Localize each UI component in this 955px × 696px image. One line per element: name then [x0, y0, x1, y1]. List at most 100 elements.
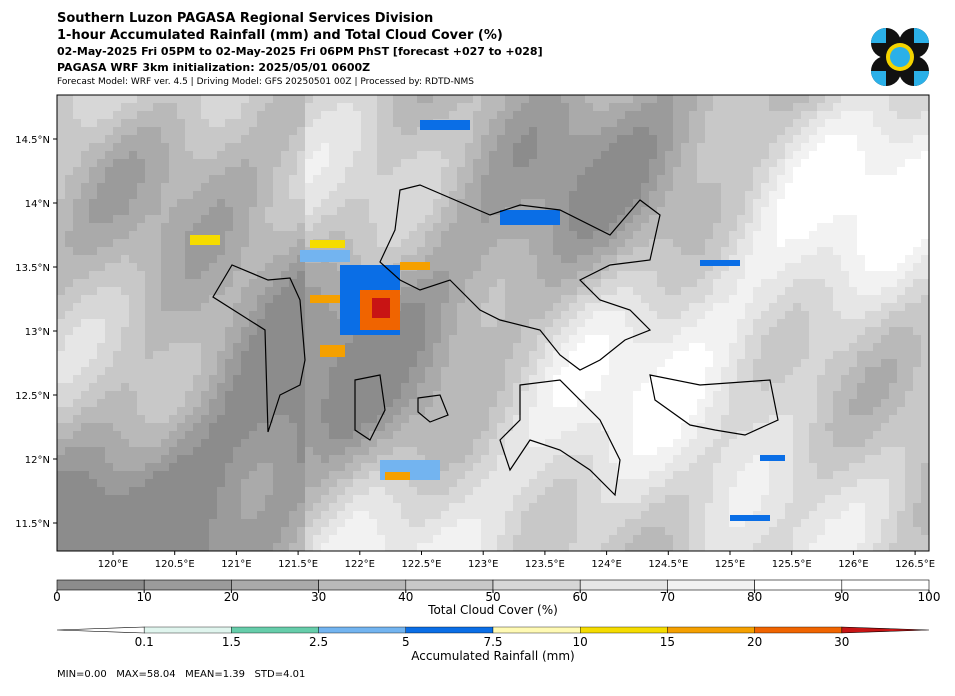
cloud-cell	[457, 207, 465, 215]
cloud-cell	[145, 407, 153, 415]
cloud-cell	[329, 439, 337, 447]
cloud-cell	[393, 335, 401, 343]
cloud-cell	[361, 511, 369, 519]
cloud-cell	[529, 135, 537, 143]
cloud-cell	[201, 295, 209, 303]
cloud-cell	[385, 431, 393, 439]
cloud-cell	[729, 175, 737, 183]
cloud-cell	[113, 439, 121, 447]
cloud-cell	[465, 487, 473, 495]
cloud-cell	[121, 231, 129, 239]
cloud-cell	[681, 167, 689, 175]
cloud-cell	[89, 247, 97, 255]
cloud-cell	[385, 527, 393, 535]
cloud-cell	[665, 359, 673, 367]
cloud-cell	[441, 391, 449, 399]
cloud-cell	[305, 311, 313, 319]
cloud-cell	[633, 239, 641, 247]
cloud-cell	[497, 111, 505, 119]
cloud-cell	[457, 463, 465, 471]
cloud-cell	[657, 495, 665, 503]
cloud-cell	[297, 319, 305, 327]
cloud-cell	[225, 207, 233, 215]
cloud-cell	[129, 343, 137, 351]
cloud-cell	[641, 95, 649, 103]
cloud-cell	[569, 119, 577, 127]
cloud-cell	[617, 471, 625, 479]
cloud-cell	[697, 335, 705, 343]
cloud-cell	[705, 119, 713, 127]
cloud-cell	[153, 175, 161, 183]
cloud-cell	[305, 391, 313, 399]
cloud-cell	[393, 183, 401, 191]
cloud-cell	[577, 175, 585, 183]
cloud-cell	[465, 223, 473, 231]
cloud-cell	[329, 215, 337, 223]
cloud-cell	[529, 303, 537, 311]
cloud-cell	[73, 207, 81, 215]
cloud-cell	[377, 455, 385, 463]
cloud-cell	[385, 375, 393, 383]
cloud-cell	[345, 95, 353, 103]
cloud-cell	[657, 511, 665, 519]
cloud-cell	[297, 431, 305, 439]
cloud-cell	[465, 391, 473, 399]
cloud-cell	[321, 415, 329, 423]
cloud-cell	[665, 415, 673, 423]
cloud-cell	[193, 295, 201, 303]
cloud-cell	[209, 287, 217, 295]
cloud-cell	[329, 95, 337, 103]
cloud-cell	[121, 215, 129, 223]
cloud-cell	[369, 351, 377, 359]
cloud-cell	[129, 207, 137, 215]
cloud-cell	[393, 239, 401, 247]
cloud-cell	[273, 375, 281, 383]
cloud-cell	[289, 495, 297, 503]
cloud-cell	[281, 199, 289, 207]
cloud-cell	[649, 287, 657, 295]
cloud-cell	[649, 391, 657, 399]
cloud-cell	[529, 199, 537, 207]
cloud-cell	[241, 175, 249, 183]
cloud-cell	[585, 175, 593, 183]
cloud-cell	[641, 463, 649, 471]
cloud-cell	[65, 287, 73, 295]
cloud-cell	[481, 343, 489, 351]
cloud-cell	[449, 183, 457, 191]
cloud-cell	[105, 447, 113, 455]
cloud-cell	[729, 311, 737, 319]
cloud-cell	[217, 191, 225, 199]
cloud-cell	[209, 535, 217, 543]
cloud-cell	[81, 519, 89, 527]
cloud-cell	[721, 239, 729, 247]
cloud-cell	[529, 407, 537, 415]
cloud-cell	[153, 279, 161, 287]
cloud-cell	[105, 191, 113, 199]
cloud-cell	[369, 159, 377, 167]
cloud-cell	[745, 319, 753, 327]
cloud-cell	[329, 527, 337, 535]
cloud-cell	[609, 351, 617, 359]
cloud-cell	[393, 543, 401, 551]
cloud-cell	[513, 503, 521, 511]
cloud-cell	[553, 143, 561, 151]
cloud-cell	[177, 367, 185, 375]
cloud-cell	[305, 463, 313, 471]
cloud-cell	[441, 191, 449, 199]
cloud-cell	[513, 223, 521, 231]
cloud-cell	[713, 495, 721, 503]
cloud-cell	[657, 407, 665, 415]
cloud-cell	[57, 215, 65, 223]
cloud-cell	[665, 391, 673, 399]
cloud-cell	[97, 167, 105, 175]
cloud-cell	[393, 431, 401, 439]
cloud-cell	[97, 111, 105, 119]
cloud-cell	[481, 407, 489, 415]
cloud-cell	[449, 295, 457, 303]
cloud-cell	[169, 335, 177, 343]
cloud-cell	[345, 343, 353, 351]
cloud-cell	[649, 335, 657, 343]
cloud-cell	[393, 103, 401, 111]
cloud-cell	[241, 423, 249, 431]
cloud-cell	[713, 543, 721, 551]
